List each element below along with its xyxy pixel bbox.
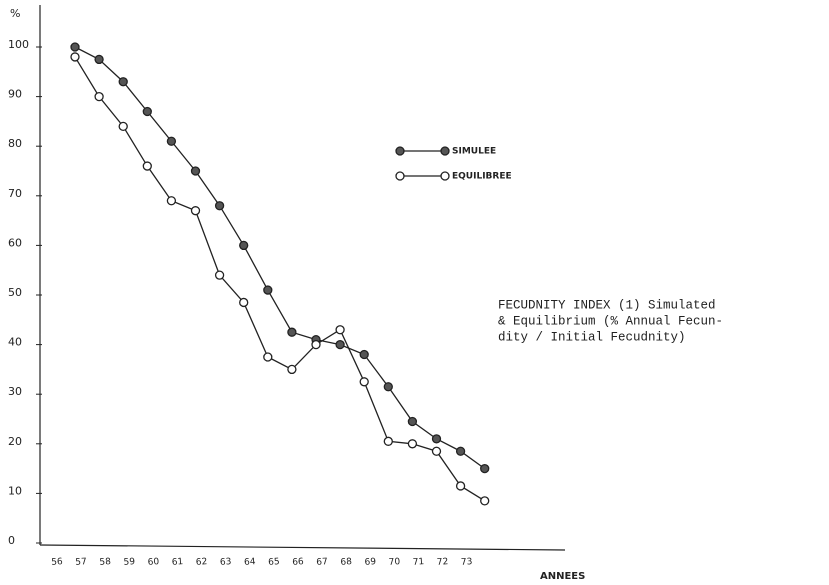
x-tick-label: 62 (196, 557, 208, 568)
x-tick-label: 58 (99, 557, 111, 568)
point (335, 339, 345, 350)
series-line (74, 56, 486, 502)
point (287, 327, 297, 337)
legend-marker (440, 146, 450, 156)
x-tick-label: 60 (147, 557, 159, 568)
point (287, 364, 297, 375)
y-tick-label: 90 (8, 88, 22, 101)
point (263, 352, 273, 362)
y-tick-label: 0 (8, 534, 15, 547)
point (480, 496, 490, 506)
point (118, 77, 128, 87)
series-line (74, 46, 486, 470)
y-tick-label: 30 (8, 385, 22, 398)
point (455, 446, 466, 456)
y-tick-label: 70 (8, 187, 22, 200)
point (94, 91, 104, 102)
annotation: dity / Initial Fecudnity) (498, 330, 686, 344)
legend-marker (440, 171, 450, 181)
x-tick-label: 69 (364, 557, 376, 568)
x-tick-label: 61 (171, 557, 183, 568)
point (383, 382, 393, 392)
legend-marker (395, 146, 405, 156)
point (359, 377, 369, 387)
point (431, 446, 442, 456)
point (214, 270, 225, 280)
y-tick-label: 10 (8, 484, 22, 497)
x-tick-label: 64 (244, 557, 256, 568)
point (190, 206, 201, 216)
x-tick-label: 59 (123, 557, 135, 568)
point (166, 136, 177, 146)
point (359, 349, 369, 360)
x-axis (39, 544, 566, 551)
point (335, 325, 345, 335)
x-tick-label: 57 (75, 557, 87, 568)
point (239, 240, 249, 251)
annotation: FECUDNITY INDEX (1) Simulated (498, 298, 716, 312)
point (239, 297, 249, 308)
point (263, 285, 273, 295)
point (431, 434, 442, 444)
x-axis-label: ANNEES (540, 571, 585, 582)
point (383, 436, 393, 446)
point (407, 416, 418, 427)
point (214, 201, 225, 211)
x-tick-label: 56 (51, 557, 63, 568)
x-tick-label: 66 (292, 557, 304, 568)
point (311, 339, 321, 350)
point (94, 54, 104, 65)
y-tick-label: 40 (8, 336, 22, 349)
y-tick-label: 60 (8, 236, 22, 249)
point (142, 161, 152, 171)
point (142, 106, 152, 117)
x-tick-label: 65 (268, 557, 280, 568)
point (455, 481, 466, 491)
point (70, 42, 80, 52)
x-tick-label: 67 (316, 557, 328, 568)
legend-label: EQUILIBREE (452, 172, 512, 182)
y-axis-label: % (10, 7, 20, 20)
x-tick-label: 70 (388, 557, 400, 568)
x-tick-label: 73 (461, 557, 473, 568)
legend-marker (395, 171, 405, 181)
y-tick-label: 20 (8, 435, 22, 448)
y-tick-label: 80 (8, 137, 22, 150)
point (70, 52, 80, 62)
x-tick-label: 63 (220, 557, 232, 568)
legend-label: SIMULEE (452, 147, 496, 157)
x-tick-label: 71 (412, 557, 424, 568)
x-tick-label: 72 (437, 557, 449, 568)
point (480, 463, 490, 474)
y-tick-label: 50 (8, 286, 22, 299)
point (166, 196, 177, 206)
annotation: & Equilibrium (% Annual Fecun- (498, 314, 723, 328)
y-tick-label: 100 (8, 38, 29, 51)
x-tick-label: 68 (340, 557, 352, 568)
point (190, 166, 201, 176)
point (407, 439, 418, 449)
point (118, 121, 128, 132)
